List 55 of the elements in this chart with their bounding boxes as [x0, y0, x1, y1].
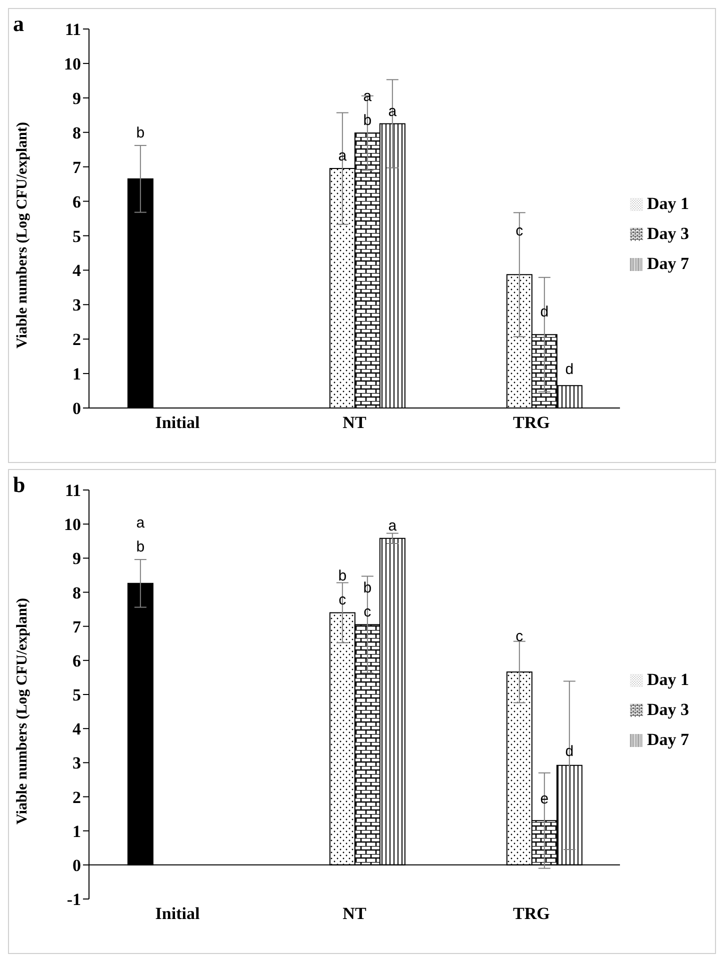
y-tick-label: 8: [72, 583, 81, 602]
data-label: a: [388, 517, 398, 534]
x-tick-label: TRG: [513, 413, 550, 432]
y-tick-label: 5: [72, 226, 81, 246]
y-tick-label: 7: [72, 158, 82, 177]
y-tick-label: 1: [72, 364, 81, 384]
y-tick-label: 3: [72, 296, 81, 315]
data-label: a b: [136, 514, 146, 556]
data-label: c: [516, 222, 524, 240]
data-label: b: [136, 124, 145, 142]
legend-label: Day 1: [646, 194, 689, 212]
legend-label: Day 7: [646, 730, 689, 748]
y-axis-title: Viable numbers (Log CFU/explant): [14, 122, 30, 348]
y-tick-label: 7: [72, 617, 82, 636]
data-label: a: [388, 102, 398, 120]
legend-label: Day 3: [646, 224, 689, 242]
data-label: d: [565, 742, 574, 760]
y-tick-label: 9: [72, 88, 81, 108]
x-tick-label: NT: [342, 413, 367, 432]
y-tick-label: 10: [64, 54, 81, 74]
data-label: a b: [363, 88, 372, 130]
data-label: b c: [338, 568, 347, 609]
y-tick-label: 2: [72, 330, 81, 350]
y-tick-label: 11: [64, 481, 81, 500]
y-tick-label: 0: [72, 399, 81, 418]
x-tick-label: Initial: [155, 413, 200, 432]
y-tick-label: 5: [72, 686, 81, 705]
x-tick-label: TRG: [513, 904, 550, 924]
y-tick-label: 8: [72, 123, 81, 142]
data-label: c: [516, 628, 524, 646]
text: a: [13, 11, 24, 37]
text: b: [13, 472, 26, 498]
data-label: a: [338, 148, 348, 165]
legend-label: Day 7: [646, 254, 689, 272]
data-label: b c: [363, 580, 372, 621]
y-tick-label: 6: [72, 651, 81, 670]
x-tick-label: NT: [342, 904, 367, 924]
y-tick-label: 10: [64, 515, 81, 534]
y-tick-label: 0: [72, 856, 81, 875]
y-tick-label: 6: [72, 192, 81, 212]
y-tick-label: 1: [72, 822, 81, 841]
legend-label: Day 1: [646, 670, 689, 688]
x-tick-label: Initial: [155, 904, 200, 924]
data-label: e: [540, 790, 549, 808]
data-label: d: [540, 304, 549, 321]
y-tick-label: -1: [66, 890, 81, 910]
y-tick-label: 3: [72, 754, 81, 773]
y-tick-label: 2: [72, 788, 81, 807]
y-tick-label: 11: [64, 20, 81, 40]
y-tick-label: 9: [72, 549, 81, 568]
y-tick-label: 4: [72, 720, 82, 739]
y-tick-label: 4: [72, 261, 82, 280]
data-label: d: [565, 361, 574, 378]
legend-label: Day 3: [646, 700, 689, 718]
y-axis-title: Viable numbers (Log CFU/explant): [14, 598, 30, 824]
